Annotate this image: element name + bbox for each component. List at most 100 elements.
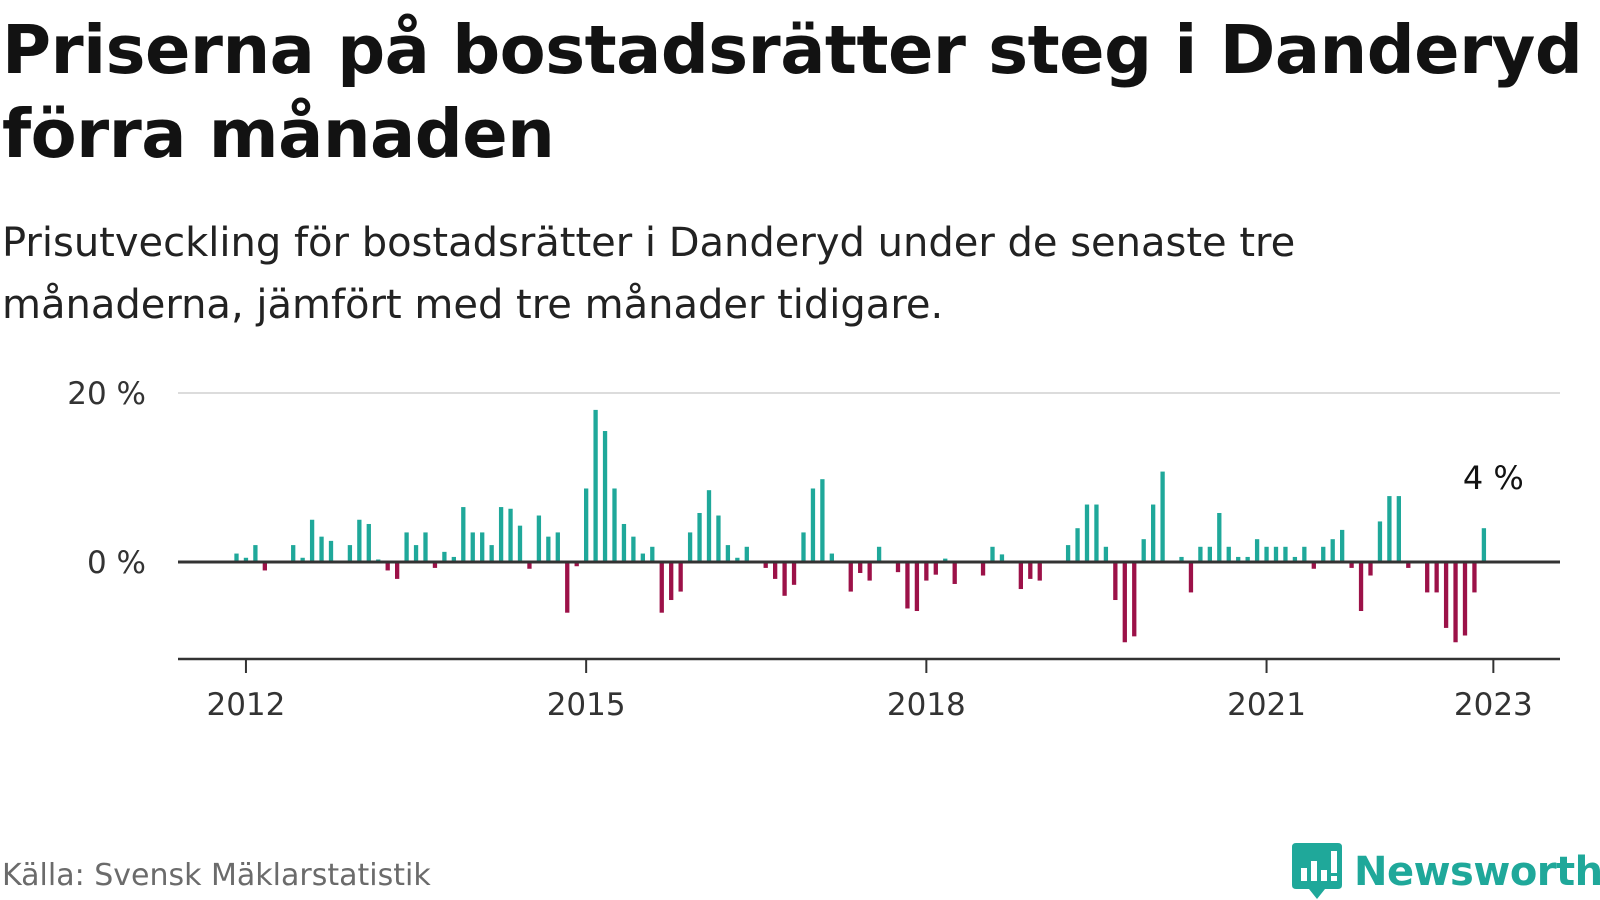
bar [1132,562,1137,637]
bar [1330,539,1335,562]
x-tick-label: 2015 [547,687,626,723]
bar [366,523,371,562]
bar [716,515,721,562]
bar [1141,539,1146,562]
bar [980,562,986,576]
bar [593,409,598,562]
bar [763,562,768,568]
bar [1387,496,1392,562]
bar [848,562,853,592]
bar [678,562,683,592]
bars-layer [234,409,1487,643]
bar [385,562,390,571]
bar [489,545,494,562]
bar [1160,471,1165,562]
bar [1084,504,1090,562]
bar [480,532,485,562]
bar [508,508,513,562]
bar [990,546,995,562]
bar [291,545,296,562]
bar [697,512,702,562]
brand-name: Newsworthy [1354,849,1600,895]
chart-title: Priserna på bostadsrätter steg i Dandery… [2,11,1583,173]
bar [555,532,560,562]
bar [810,488,816,562]
bar [706,490,712,562]
newsworthy-logo-icon [1292,843,1342,899]
bar [791,562,797,585]
bar [1179,556,1184,562]
bar [659,562,664,613]
bar [612,488,617,562]
bar [669,562,674,601]
bar [905,562,910,609]
bar [546,536,551,562]
bar-chart: 0 % 20 % 2012 2015 2018 2021 2023 4 % [67,376,1560,723]
bar [867,562,872,581]
bar [432,562,438,568]
bar [1018,562,1023,590]
bar [423,532,428,562]
bar [1340,529,1345,562]
bar [451,556,456,562]
bar [1396,496,1401,562]
bar [527,562,532,569]
x-tick-label: 2012 [206,687,285,723]
bar [1443,562,1449,628]
bar [631,536,636,562]
label-layer: 0 % 20 % 2012 2015 2018 2021 2023 4 % [67,376,1533,723]
bar [262,562,267,571]
bar [1217,512,1222,562]
y-tick-label: 0 % [87,545,146,581]
bar [820,479,825,562]
bar [943,558,948,562]
bar [924,562,929,581]
bar [858,562,863,573]
bar [300,557,305,562]
bar [234,553,239,562]
bar [1207,546,1212,562]
bar [1368,562,1373,576]
bar [1254,539,1260,562]
bar [1472,562,1477,593]
bar [1283,546,1288,562]
bar [1028,562,1033,579]
bar [461,507,466,562]
bar [801,532,806,562]
bar [1377,521,1383,562]
x-tick-label: 2023 [1454,687,1533,723]
bar [687,532,693,562]
bar [498,507,504,562]
bar [565,562,570,613]
bar [517,525,523,562]
bar [1349,562,1354,568]
source-note: Källa: Svensk Mäklarstatistik [2,858,431,893]
bar [253,545,258,562]
bar [782,562,787,596]
bar [640,553,645,562]
bar [319,536,324,562]
bar [574,562,579,567]
bar [650,546,655,562]
bar [1453,562,1458,643]
x-tick-label: 2021 [1227,687,1306,723]
bar [243,557,249,562]
bar [914,562,920,612]
bar [1434,562,1439,593]
bar [347,545,353,562]
bar [584,488,589,562]
bar [744,546,749,562]
bar [1075,528,1080,562]
bar [1113,562,1118,601]
bar [1122,562,1127,643]
bar [1321,546,1326,562]
chart-subtitle: Prisutveckling för bostadsrätter i Dande… [2,220,1296,328]
bar [876,546,882,562]
y-tick-label: 20 % [67,376,146,412]
bar [602,431,608,562]
bar [1302,546,1307,562]
bar [1358,562,1364,612]
bar [309,519,315,562]
bar [442,551,447,562]
bar [1151,504,1156,562]
